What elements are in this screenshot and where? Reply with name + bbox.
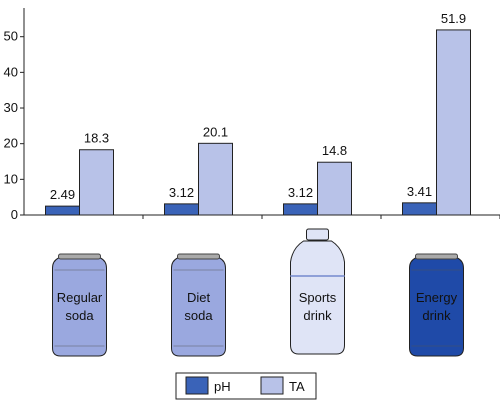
bar-ta-4: [436, 29, 471, 216]
soda-can-icon: Diet soda: [171, 253, 226, 357]
bar-ta-2: [198, 142, 233, 216]
energy-can-icon: Energy drink: [409, 253, 464, 357]
y-tick-label: 0: [11, 207, 18, 222]
soda-can-icon: Regular soda: [52, 253, 107, 357]
y-tick-label: 50: [4, 29, 18, 44]
data-label-ta-2: 20.1: [203, 124, 228, 139]
legend-swatch-ta: [260, 376, 284, 395]
drink-label: drink: [303, 308, 332, 323]
drink-label: Diet: [187, 290, 211, 305]
y-tick-label: 40: [4, 64, 18, 79]
bar-ph-2: [164, 203, 199, 216]
legend: pH TA: [175, 372, 317, 400]
legend-label-ta: TA: [289, 379, 305, 394]
drink-label: soda: [184, 308, 213, 323]
y-tick-label: 10: [4, 171, 18, 186]
y-tick-label: 30: [4, 100, 18, 115]
drink-label: drink: [422, 308, 451, 323]
bar-ph-4: [402, 202, 437, 216]
bar-ta-3: [317, 161, 352, 216]
data-label-ta-3: 14.8: [322, 143, 347, 158]
drink-label: Sports: [299, 290, 337, 305]
data-label-ph-2: 3.12: [169, 185, 194, 200]
data-label-ph-3: 3.12: [288, 185, 313, 200]
bar-ta-1: [79, 149, 114, 216]
legend-label-ph: pH: [214, 379, 231, 394]
drink-label: Energy: [416, 290, 458, 305]
drink-label: Regular: [57, 290, 103, 305]
drink-label: soda: [65, 308, 94, 323]
drink-illustrations: Regular soda Diet soda Sports drink Energy drin…: [52, 228, 464, 357]
bar-ph-1: [45, 205, 80, 216]
sports-bottle-icon: Sports drink: [290, 228, 345, 355]
data-label-ph-4: 3.41: [407, 184, 432, 199]
legend-swatch-ph: [185, 376, 209, 395]
bar-ph-3: [283, 203, 318, 216]
data-label-ta-4: 51.9: [441, 11, 466, 26]
chart-bars: 2.49 18.3 3.12 20.1 3.12 14.8 3.41 51.9: [45, 11, 471, 216]
data-label-ta-1: 18.3: [84, 131, 109, 146]
data-label-ph-1: 2.49: [50, 187, 75, 202]
y-tick-label: 20: [4, 136, 18, 151]
